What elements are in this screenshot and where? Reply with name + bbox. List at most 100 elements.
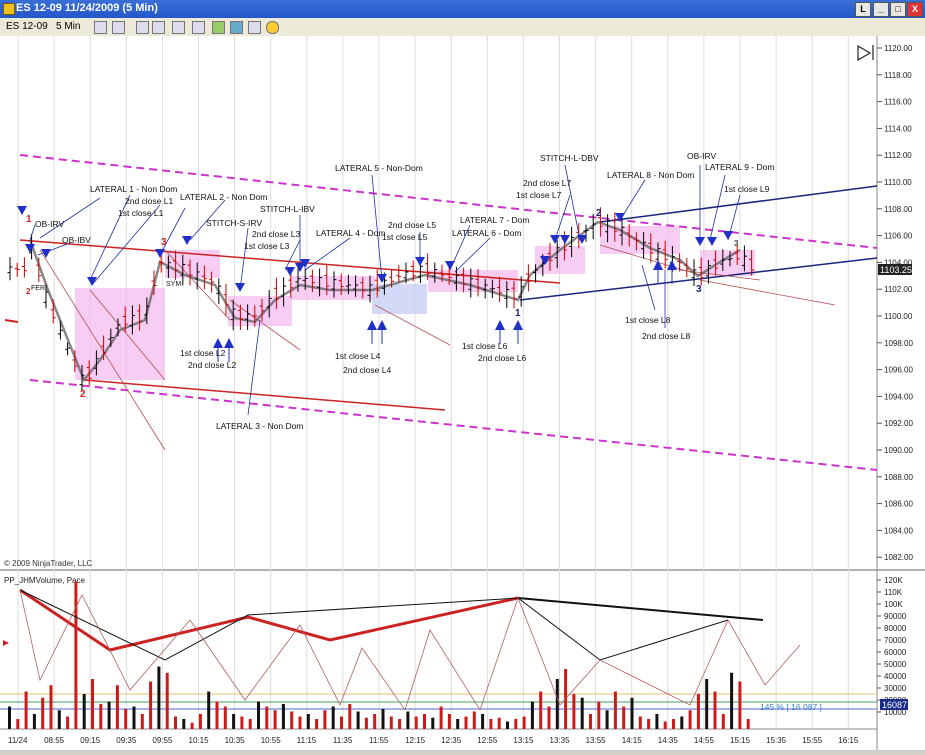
annotation-lateral-6: LATERAL 6 - Dom (452, 228, 521, 238)
volume-bar (91, 679, 94, 729)
price-bar (648, 233, 654, 263)
price-bar (72, 350, 78, 373)
up-arrow (513, 320, 523, 330)
price-tick: 1104.00 (884, 258, 913, 267)
time-tick: 12:15 (405, 736, 426, 745)
volume-bar (41, 697, 45, 729)
volume-bar (364, 717, 368, 729)
annotation-lateral-3: LATERAL 3 - Non Dom (216, 421, 303, 431)
price-bar (281, 277, 287, 307)
down-arrow (560, 235, 570, 244)
link-button[interactable]: L (855, 2, 871, 17)
chart-area[interactable]: 1120.00 1118.00 1116.00 1114.00 1112.00 1110.… (0, 36, 925, 750)
pencil-icon[interactable] (112, 21, 125, 34)
properties-icon[interactable] (192, 21, 205, 34)
time-tick: 12:55 (477, 736, 498, 745)
draw-tool-icon[interactable] (857, 44, 874, 62)
price-bar (237, 304, 243, 331)
price-tick: 1096.00 (884, 366, 913, 375)
cursor-icon[interactable] (172, 21, 185, 34)
strategy-icon[interactable] (212, 21, 225, 34)
channel-lower-line (29, 379, 878, 471)
time-tick: 10:15 (189, 736, 210, 745)
volume-swing-lines (19, 588, 801, 711)
price-bar (36, 257, 42, 282)
price-bar (324, 264, 330, 296)
volume-bar (506, 721, 509, 729)
annotation-lateral-5: LATERAL 5 - Non-Dom (335, 163, 423, 173)
price-bar (165, 255, 171, 278)
down-arrow (550, 235, 560, 244)
volume-bar (638, 716, 642, 729)
volume-bar (647, 719, 651, 729)
annotation-1st-close-l3: 1st close L3 (244, 241, 290, 251)
down-arrow (155, 249, 165, 258)
red-trendline-lower (84, 379, 446, 411)
chart-trader-icon[interactable] (248, 21, 261, 34)
price-bar (525, 264, 531, 292)
price-tick: 1082.00 (884, 553, 913, 562)
price-bar (122, 306, 128, 333)
down-arrow (723, 231, 733, 240)
price-bar (331, 271, 337, 298)
price-bar (43, 284, 49, 309)
price-tick: 1098.00 (884, 339, 913, 348)
volume-bar (597, 701, 601, 729)
bar-type-icon[interactable] (94, 21, 107, 34)
lateral-box-5 (372, 284, 427, 314)
price-bar (597, 207, 603, 237)
price-bar (50, 299, 56, 324)
current-volume: 16087 (882, 700, 907, 710)
zoom-out-icon[interactable] (152, 21, 165, 34)
channel-upper-line (19, 154, 878, 249)
time-tick: 13:15 (513, 736, 534, 745)
price-tick: 1086.00 (884, 500, 913, 509)
price-tick: 1090.00 (884, 446, 913, 455)
volume-bar (514, 719, 518, 729)
volume-bar (589, 714, 592, 729)
instrument-selector[interactable]: ES 12-09 (6, 21, 48, 32)
volume-bar (655, 714, 659, 729)
annotation-lateral-8: LATERAL 8 - Non Dom (607, 170, 694, 180)
price-bar (353, 275, 359, 297)
price-gridlines (877, 47, 882, 558)
swing-label-2: 2 (80, 389, 86, 400)
volume-bar (132, 706, 136, 729)
annotation-2nd-close-l7: 2nd close L7 (523, 178, 571, 188)
price-bar (252, 305, 258, 327)
volume-bar (580, 697, 584, 729)
time-tick: 09:15 (80, 736, 101, 745)
price-bar (367, 275, 373, 303)
price-bar (389, 269, 395, 288)
volume-bar (389, 716, 393, 729)
up-arrow (377, 320, 387, 330)
price-bar (633, 232, 639, 251)
price-bar (201, 265, 207, 290)
swing-label-1b: 1 (515, 308, 521, 319)
app-icon (3, 3, 15, 15)
up-arrow (667, 260, 677, 270)
indicators-icon[interactable] (230, 21, 243, 34)
annotation-1st-close-l2: 1st close L2 (180, 348, 226, 358)
maximize-button[interactable]: □ (890, 2, 906, 17)
interval-selector[interactable]: 5 Min (56, 21, 81, 32)
down-arrow (615, 213, 625, 222)
volume-bar (16, 719, 20, 729)
minimize-button[interactable]: _ (873, 2, 889, 17)
price-bar (590, 214, 596, 240)
zoom-in-icon[interactable] (136, 21, 149, 34)
price-bar (619, 216, 625, 246)
up-arrow (495, 320, 505, 330)
price-tick: 1110.00 (884, 178, 912, 187)
volume-bar (281, 704, 285, 729)
chart-svg[interactable]: 1120.00 1118.00 1116.00 1114.00 1112.00 1110.… (0, 36, 925, 750)
close-button[interactable]: X (907, 2, 923, 17)
volume-bar (265, 706, 269, 729)
volume-bar (8, 706, 11, 729)
price-bar (734, 245, 740, 266)
annotation-1st-close-l9: 1st close L9 (724, 184, 770, 194)
alerts-icon[interactable] (266, 21, 279, 34)
price-bar (65, 342, 71, 356)
volume-bar (497, 717, 501, 729)
price-bar (533, 264, 539, 283)
